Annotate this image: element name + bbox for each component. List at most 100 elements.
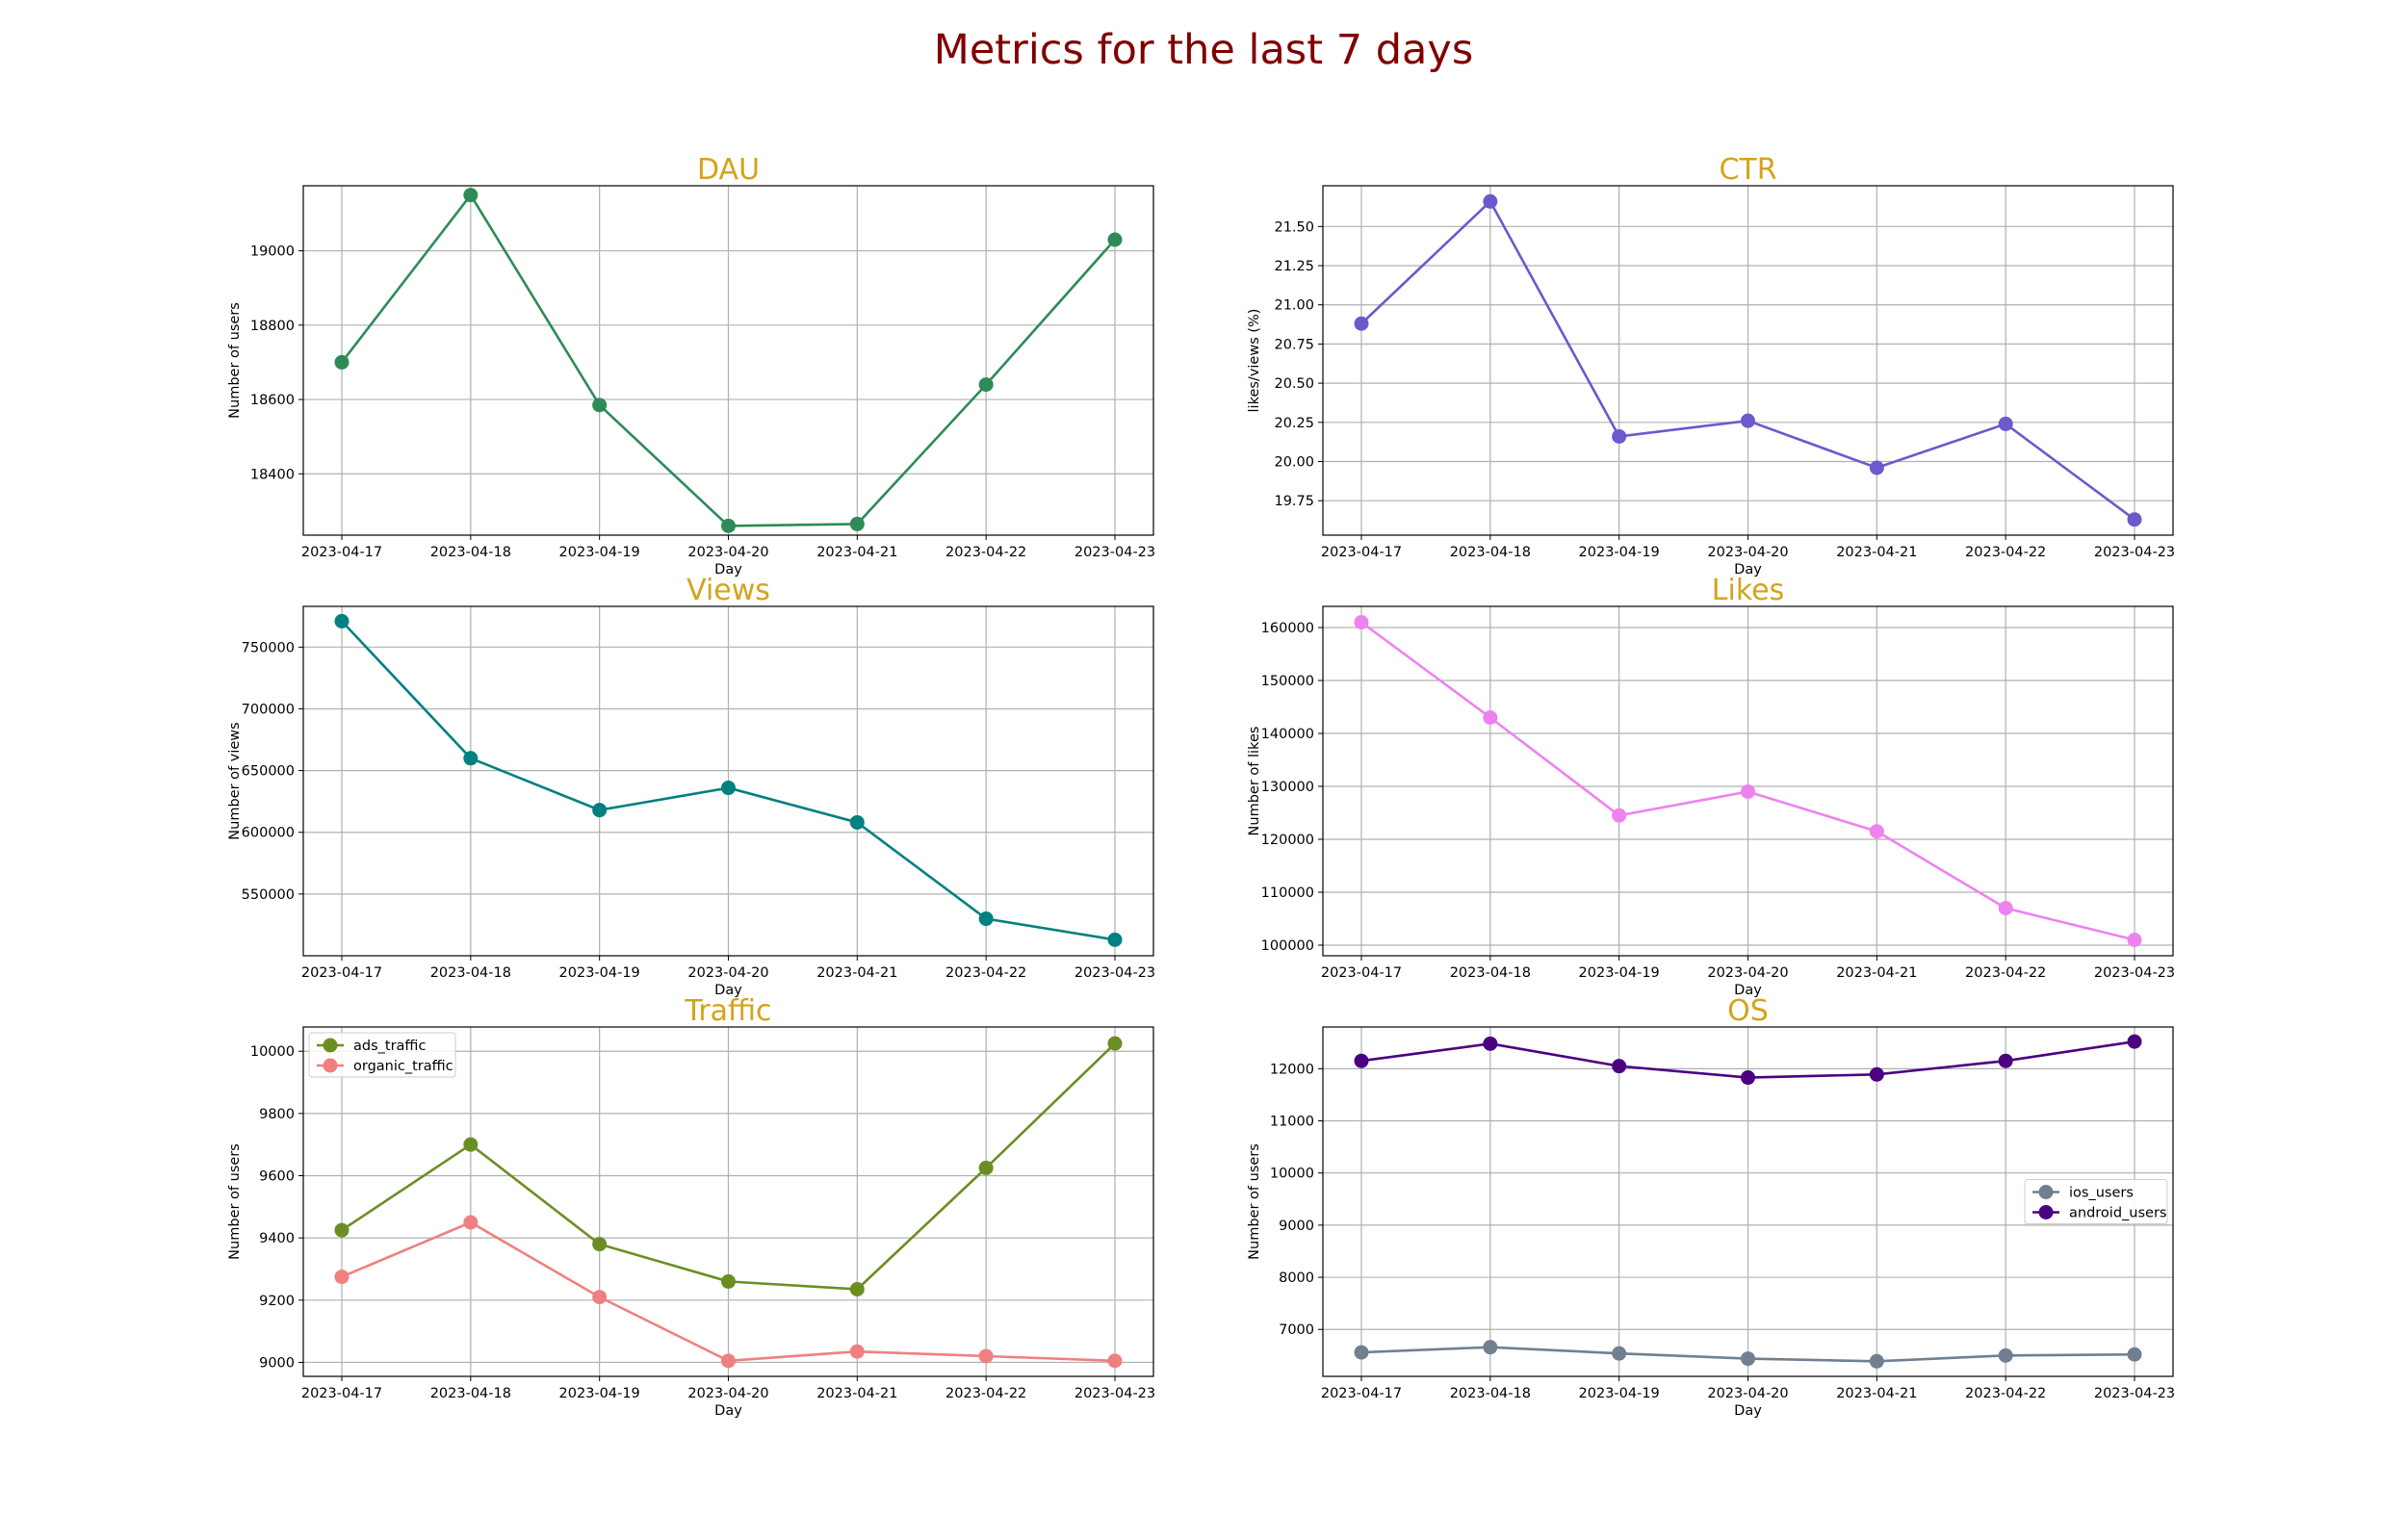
data-point-organic_traffic	[721, 1353, 736, 1369]
data-point-series-0	[2127, 512, 2142, 527]
x-tick-label: 2023-04-21	[816, 965, 897, 981]
y-tick-label: 9200	[259, 1294, 295, 1309]
y-tick-label: 8000	[1279, 1270, 1314, 1286]
legend-label: ads_traffic	[353, 1039, 426, 1054]
x-tick-label: 2023-04-20	[687, 965, 768, 981]
x-tick-label: 2023-04-17	[301, 545, 382, 560]
data-point-ios_users	[2127, 1347, 2142, 1362]
x-tick-label: 2023-04-22	[1965, 1386, 2046, 1401]
y-tick-label: 21.50	[1274, 219, 1314, 235]
y-tick-label: 150000	[1261, 674, 1314, 689]
data-point-organic_traffic	[463, 1215, 479, 1230]
x-tick-label: 2023-04-20	[1707, 545, 1788, 560]
x-axis-label: Day	[714, 1403, 742, 1419]
chart-os: 2023-04-17 2023-04-18 2023-04-19 2023-04-20…	[1247, 994, 2175, 1419]
chart-title: DAU	[697, 153, 760, 187]
chart-title: Likes	[1712, 574, 1784, 607]
x-tick-label: 2023-04-20	[1707, 1386, 1788, 1401]
y-tick-label: 9800	[259, 1107, 295, 1122]
y-axis-label: Number of likes	[1247, 727, 1262, 836]
y-tick-label: 20.25	[1274, 416, 1314, 431]
data-point-organic_traffic	[1107, 1353, 1123, 1369]
legend-marker	[323, 1038, 338, 1053]
x-tick-label: 2023-04-22	[945, 545, 1026, 560]
data-point-series-0	[334, 613, 349, 629]
data-point-series-0	[334, 354, 349, 370]
figure-title: Metrics for the last 7 days	[934, 26, 1474, 74]
y-tick-label: 130000	[1261, 780, 1314, 795]
data-point-series-0	[1869, 460, 1884, 475]
y-tick-label: 18400	[250, 467, 295, 482]
y-tick-label: 11000	[1270, 1115, 1314, 1130]
y-tick-label: 20.50	[1274, 376, 1314, 392]
x-tick-label: 2023-04-19	[559, 545, 640, 560]
data-point-series-0	[1483, 710, 1498, 725]
legend-label: ios_users	[2069, 1186, 2134, 1201]
y-tick-label: 9000	[1279, 1219, 1314, 1234]
x-tick-label: 2023-04-21	[1836, 1386, 1917, 1401]
data-point-ios_users	[1869, 1353, 1884, 1369]
chart-views: 2023-04-17 2023-04-18 2023-04-19 2023-04-20…	[227, 574, 1155, 998]
x-tick-label: 2023-04-19	[1579, 965, 1660, 981]
y-axis-label: Number of users	[1247, 1143, 1262, 1260]
data-point-series-0	[1998, 416, 2013, 431]
data-point-android_users	[1612, 1059, 1627, 1074]
data-point-series-0	[1612, 428, 1627, 444]
data-point-series-0	[1354, 615, 1369, 629]
data-point-ios_users	[1998, 1348, 2013, 1363]
data-point-ads_traffic	[1107, 1036, 1123, 1051]
y-tick-label: 10000	[1270, 1167, 1314, 1182]
data-point-ads_traffic	[721, 1273, 736, 1289]
y-tick-label: 160000	[1261, 621, 1314, 636]
y-axis-label: likes/views (%)	[1247, 309, 1262, 413]
y-tick-label: 700000	[242, 702, 295, 717]
data-point-series-0	[1107, 932, 1123, 947]
x-tick-label: 2023-04-21	[1836, 965, 1917, 981]
y-tick-label: 9600	[259, 1169, 295, 1185]
x-tick-label: 2023-04-18	[430, 545, 511, 560]
x-tick-label: 2023-04-19	[559, 1386, 640, 1401]
data-point-android_users	[1998, 1053, 2013, 1068]
legend-box	[2024, 1179, 2168, 1224]
x-tick-label: 2023-04-22	[1965, 965, 2046, 981]
x-tick-label: 2023-04-22	[945, 1386, 1026, 1401]
data-point-organic_traffic	[849, 1344, 865, 1359]
x-axis-label: Day	[714, 562, 742, 578]
x-tick-label: 2023-04-21	[816, 545, 897, 560]
data-point-android_users	[1483, 1036, 1498, 1051]
legend-marker	[2038, 1205, 2054, 1219]
x-tick-label: 2023-04-23	[1074, 1386, 1155, 1401]
chart-ctr: 2023-04-17 2023-04-18 2023-04-19 2023-04-20…	[1247, 153, 2175, 578]
legend-marker	[2038, 1185, 2054, 1199]
y-tick-label: 20.75	[1274, 337, 1314, 352]
data-point-ads_traffic	[334, 1222, 349, 1238]
data-point-ads_traffic	[849, 1281, 865, 1296]
legend-label: android_users	[2069, 1206, 2166, 1221]
chart-traffic: 2023-04-17 2023-04-18 2023-04-19 2023-04-20…	[227, 994, 1155, 1419]
data-point-series-0	[592, 803, 608, 818]
y-tick-label: 7000	[1279, 1322, 1314, 1338]
data-point-series-0	[463, 751, 479, 766]
data-point-ios_users	[1354, 1345, 1369, 1360]
y-tick-label: 21.00	[1274, 298, 1314, 314]
y-tick-label: 12000	[1270, 1062, 1314, 1077]
y-tick-label: 18600	[250, 393, 295, 408]
data-point-series-0	[721, 781, 736, 796]
legend-box	[308, 1032, 456, 1078]
data-point-ads_traffic	[978, 1160, 994, 1175]
data-point-android_users	[1741, 1070, 1755, 1086]
y-axis-label: Number of views	[227, 722, 243, 839]
data-point-android_users	[2127, 1034, 2142, 1049]
data-point-organic_traffic	[334, 1270, 349, 1285]
x-axis-label: Day	[1734, 562, 1762, 578]
chart-dau: 2023-04-17 2023-04-18 2023-04-19 2023-04-20…	[227, 153, 1155, 578]
x-tick-label: 2023-04-23	[2094, 1386, 2175, 1401]
data-point-ios_users	[1483, 1340, 1498, 1355]
x-tick-label: 2023-04-21	[816, 1386, 897, 1401]
x-tick-label: 2023-04-20	[687, 1386, 768, 1401]
y-tick-label: 100000	[1261, 938, 1314, 954]
legend: ios_users android_users	[2024, 1179, 2168, 1224]
data-point-series-0	[1741, 413, 1755, 428]
y-tick-label: 9000	[259, 1355, 295, 1371]
data-point-ios_users	[1612, 1346, 1627, 1361]
